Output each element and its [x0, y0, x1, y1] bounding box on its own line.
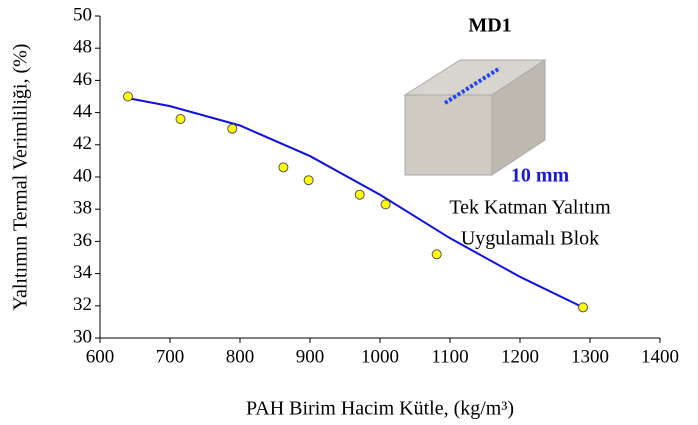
y-tick-label: 40 — [73, 165, 92, 186]
x-tick-label: 1200 — [501, 346, 539, 367]
x-tick-label: 1100 — [431, 346, 468, 367]
y-tick-label: 32 — [73, 294, 92, 315]
point — [124, 92, 133, 101]
y-tick-label: 38 — [73, 198, 92, 219]
chart: MD1 10 mm Tek Katman Yalıtım Uygulamalı … — [0, 0, 698, 425]
y-tick-label: 46 — [73, 69, 92, 90]
y-tick-label: 36 — [73, 230, 92, 251]
x-tick-label: 1300 — [571, 346, 609, 367]
point — [355, 190, 364, 199]
annotation: MD1 — [468, 15, 511, 37]
x-tick-label: 1000 — [361, 346, 399, 367]
y-tick-label: 48 — [73, 37, 92, 58]
block-image — [405, 60, 545, 175]
y-tick-label: 30 — [73, 326, 92, 347]
point — [579, 303, 588, 312]
point — [381, 200, 390, 209]
y-tick-label: 42 — [73, 133, 92, 154]
point — [279, 163, 288, 172]
y-tick-label: 50 — [73, 4, 92, 25]
annotation: 10 mm — [511, 165, 570, 187]
point — [176, 115, 185, 124]
x-tick-label: 1400 — [641, 346, 679, 367]
annotation: Uygulamalı Blok — [461, 228, 599, 250]
y-tick-label: 34 — [73, 262, 93, 283]
x-axis-label: PAH Birim Hacim Kütle, (kg/m³) — [246, 398, 514, 420]
y-axis-label: Yalıtımın Termal Verimliliği, (%) — [10, 44, 32, 311]
x-tick-label: 700 — [156, 346, 185, 367]
annotation: Tek Katman Yalıtım — [449, 197, 611, 219]
x-tick-label: 800 — [226, 346, 255, 367]
y-tick-label: 44 — [73, 101, 93, 122]
point — [304, 176, 313, 185]
point — [228, 124, 237, 133]
x-tick-label: 900 — [296, 346, 325, 367]
point — [432, 250, 441, 259]
x-tick-label: 600 — [86, 346, 115, 367]
